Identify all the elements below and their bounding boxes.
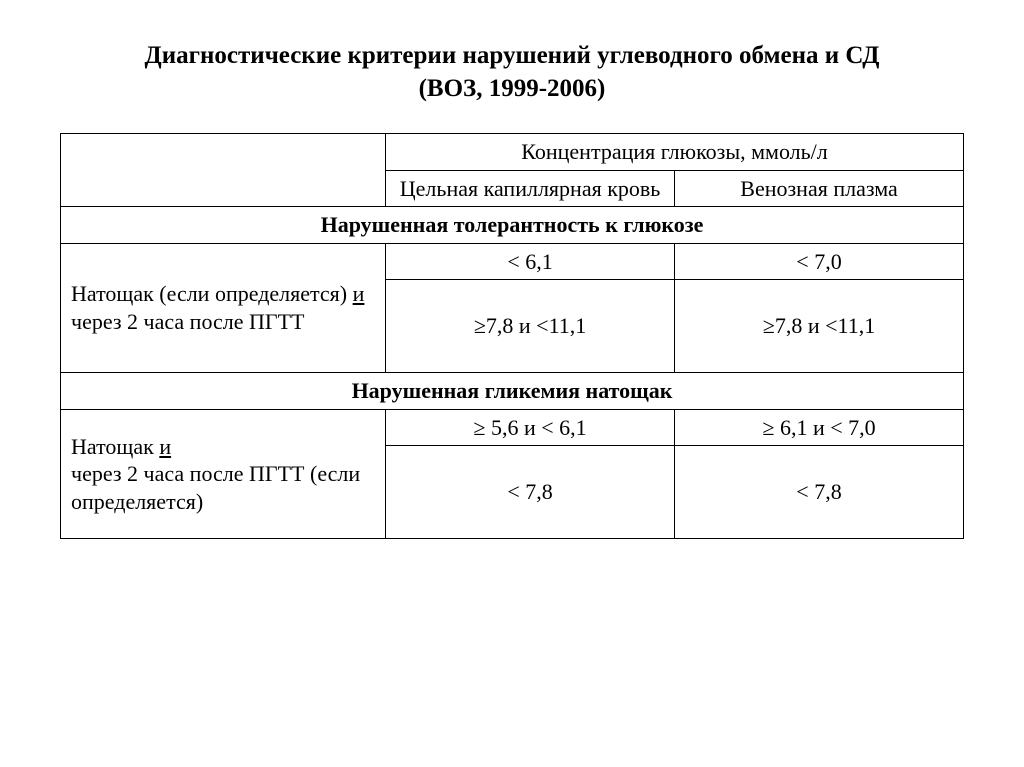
page: Диагностические критерии нарушений углев… xyxy=(0,0,1024,539)
section2-r1-venous: ≥ 6,1 и < 7,0 xyxy=(675,409,964,446)
section2-label-and: и xyxy=(159,434,171,459)
title-line-1: Диагностические критерии нарушений углев… xyxy=(145,42,880,69)
section1-r1-venous: < 7,0 xyxy=(675,243,964,280)
title-line-2: (ВОЗ, 1999-2006) xyxy=(419,75,606,102)
section1-heading-row: Нарушенная толерантность к глюкозе xyxy=(61,207,964,244)
header-top-span: Концентрация глюкозы, ммоль/л xyxy=(386,134,964,171)
section1-label-line2: через 2 часа после ПГТТ xyxy=(71,309,305,334)
section2-row-1: Натощак и через 2 часа после ПГТТ (если … xyxy=(61,409,964,446)
section1-r2-capillary: ≥7,8 и <11,1 xyxy=(386,280,675,373)
section2-label-line2: через 2 часа после ПГТТ (если определяет… xyxy=(71,461,360,514)
section1-label-prefix: Натощак (если определяется) xyxy=(71,281,353,306)
section2-label-prefix: Натощак xyxy=(71,434,159,459)
section1-r1-capillary: < 6,1 xyxy=(386,243,675,280)
section2-row-label: Натощак и через 2 часа после ПГТТ (если … xyxy=(61,409,386,539)
section1-heading: Нарушенная толерантность к глюкозе xyxy=(61,207,964,244)
section1-r2-venous: ≥7,8 и <11,1 xyxy=(675,280,964,373)
header-col-venous: Венозная плазма xyxy=(675,170,964,207)
page-title: Диагностические критерии нарушений углев… xyxy=(60,40,964,105)
header-row-1: Концентрация глюкозы, ммоль/л xyxy=(61,134,964,171)
header-empty-cell xyxy=(61,134,386,207)
section2-r1-capillary: ≥ 5,6 и < 6,1 xyxy=(386,409,675,446)
diagnostic-table: Концентрация глюкозы, ммоль/л Цельная ка… xyxy=(60,133,964,539)
section2-heading-row: Нарушенная гликемия натощак xyxy=(61,373,964,410)
section2-r2-venous: < 7,8 xyxy=(675,446,964,539)
section1-row-1: Натощак (если определяется) и через 2 ча… xyxy=(61,243,964,280)
section1-row-label: Натощак (если определяется) и через 2 ча… xyxy=(61,243,386,373)
section1-label-and: и xyxy=(353,281,365,306)
header-col-capillary: Цельная капиллярная кровь xyxy=(386,170,675,207)
section2-r2-capillary: < 7,8 xyxy=(386,446,675,539)
section2-heading: Нарушенная гликемия натощак xyxy=(61,373,964,410)
